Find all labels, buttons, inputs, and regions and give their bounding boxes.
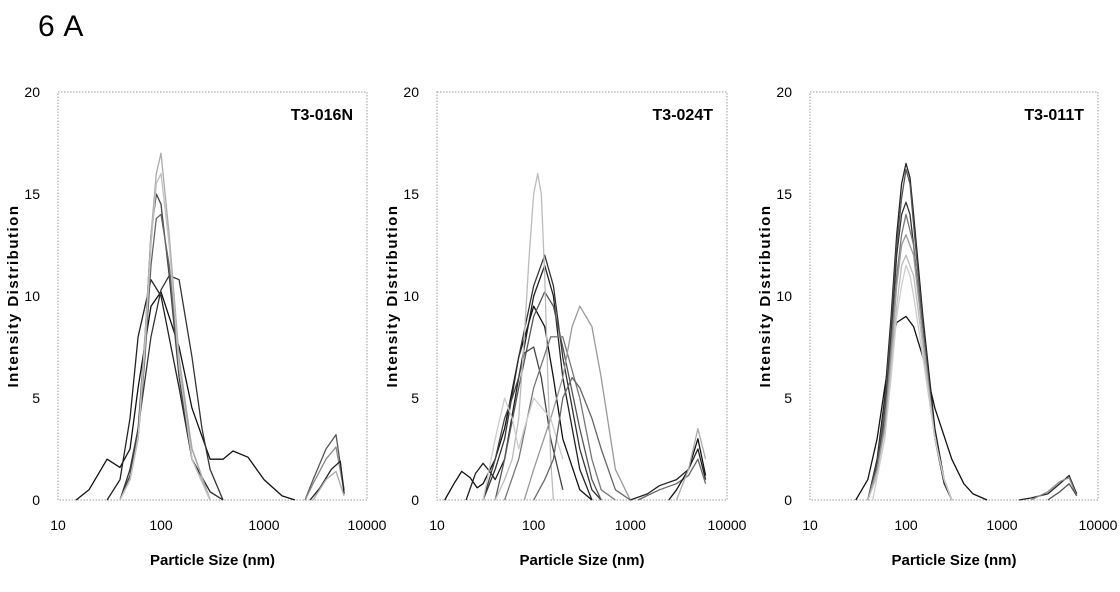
x-axis-label: Particle Size (nm) (891, 552, 1016, 569)
y-axis-label: Intensity Distribution (757, 205, 774, 388)
chart-3: 0 5 10 15 20 10 100 1000 10000 T3-011T Particle Si… (757, 84, 1118, 569)
y-tick-label: 0 (411, 492, 419, 508)
x-axis-label: Particle Size (nm) (519, 552, 644, 569)
series-line-2 (867, 162, 953, 501)
series-line-11 (1047, 483, 1078, 501)
y-tick-label: 10 (403, 288, 419, 304)
series-line-1 (75, 291, 296, 501)
y-tick-label: 15 (776, 186, 792, 202)
y-tick-label: 0 (32, 492, 40, 508)
x-tick-label: 10000 (708, 517, 747, 533)
series-line-2 (465, 264, 593, 501)
plot-frame (809, 91, 1099, 501)
y-axis-label: Intensity Distribution (5, 205, 22, 388)
series-line-7 (119, 172, 211, 501)
series-line-4 (119, 193, 211, 501)
series-line-5 (482, 346, 564, 501)
series-line-8 (872, 264, 953, 501)
x-tick-label: 100 (894, 517, 918, 533)
series-line-7 (503, 336, 616, 501)
series-line-2 (106, 279, 224, 501)
chart-title: T3-024T (653, 107, 714, 124)
series-line-10 (309, 460, 345, 501)
x-axis-label: Particle Size (nm) (150, 552, 275, 569)
y-axis-label: Intensity Distribution (384, 205, 401, 388)
series-line-3 (482, 254, 602, 501)
chart-1: 0 5 10 15 20 10 100 1000 10000 T3-016N Particle Si… (5, 84, 387, 569)
y-tick-label: 15 (403, 186, 419, 202)
x-tick-label: 1000 (248, 517, 279, 533)
series-line-14 (675, 427, 707, 501)
series-line-3 (119, 274, 224, 501)
y-tick-label: 5 (411, 390, 419, 406)
series-line-4 (494, 291, 602, 501)
series-line-1 (444, 305, 593, 501)
chart-2: 0 5 10 15 20 10 100 1000 10000 T3-024T Particle Si… (384, 84, 747, 569)
chart-title: T3-011T (1024, 107, 1084, 124)
x-tick-label: 10000 (1079, 517, 1118, 533)
series-line-9 (1018, 474, 1078, 501)
series-line-9 (304, 446, 345, 501)
x-tick-label: 10 (429, 517, 445, 533)
y-tick-label: 10 (24, 288, 40, 304)
x-tick-label: 10000 (348, 517, 387, 533)
series-line-1 (855, 315, 988, 501)
plot-frame (57, 91, 368, 501)
y-tick-label: 0 (784, 492, 792, 508)
x-tick-label: 10 (50, 517, 66, 533)
x-tick-label: 1000 (615, 517, 646, 533)
y-tick-label: 20 (403, 84, 419, 100)
x-tick-label: 10 (802, 517, 818, 533)
plot-frame (436, 91, 728, 501)
series-line-11 (630, 448, 707, 501)
y-tick-label: 5 (32, 390, 40, 406)
series-line-10 (1030, 476, 1078, 501)
series-line-9 (482, 397, 564, 501)
series-line-8 (304, 434, 345, 501)
series-line-13 (668, 438, 707, 501)
figure-label: 6 A (38, 10, 85, 43)
series-line-11 (312, 470, 345, 501)
chart-title: T3-016N (291, 107, 353, 124)
y-tick-label: 10 (776, 288, 792, 304)
series-line-6 (494, 172, 555, 501)
y-tick-label: 20 (776, 84, 792, 100)
x-tick-label: 100 (522, 517, 546, 533)
x-tick-label: 100 (149, 517, 173, 533)
y-tick-label: 15 (24, 186, 40, 202)
y-tick-label: 5 (784, 390, 792, 406)
series-line-10 (533, 376, 631, 501)
x-tick-label: 1000 (986, 517, 1017, 533)
series-line-8 (523, 305, 631, 501)
y-tick-label: 20 (24, 84, 40, 100)
